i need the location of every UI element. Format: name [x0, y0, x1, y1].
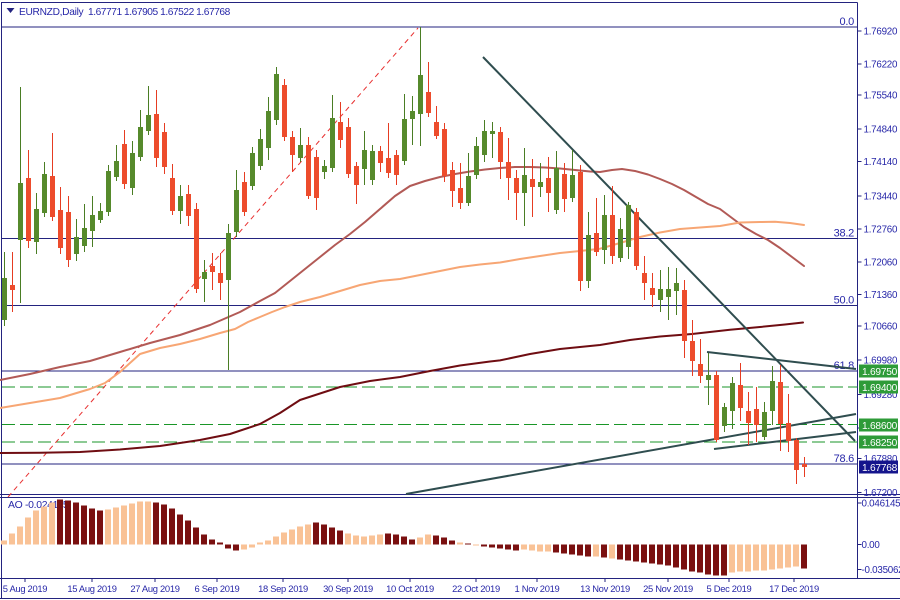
- svg-text:1.76220: 1.76220: [864, 60, 898, 71]
- svg-text:27 Aug 2019: 27 Aug 2019: [130, 583, 179, 594]
- svg-text:1.72760: 1.72760: [864, 225, 898, 236]
- svg-text:1.67771 1.67905 1.67522 1.6776: 1.67771 1.67905 1.67522 1.67768: [88, 7, 231, 18]
- svg-text:1.67200: 1.67200: [864, 488, 898, 499]
- svg-text:5 Aug 2019: 5 Aug 2019: [3, 583, 48, 594]
- svg-text:0.0: 0.0: [839, 16, 854, 28]
- svg-text:1.73440: 1.73440: [864, 192, 898, 203]
- svg-text:1 Nov 2019: 1 Nov 2019: [515, 583, 560, 594]
- svg-text:78.6: 78.6: [834, 453, 855, 465]
- svg-text:1.68600: 1.68600: [862, 421, 898, 432]
- svg-text:1.74840: 1.74840: [864, 125, 898, 136]
- svg-text:0.00: 0.00: [862, 540, 881, 551]
- svg-text:38.2: 38.2: [834, 228, 855, 240]
- svg-text:50.0: 50.0: [834, 295, 855, 307]
- svg-text:1.69400: 1.69400: [862, 383, 898, 394]
- svg-text:1.71360: 1.71360: [864, 290, 898, 301]
- svg-text:1.72060: 1.72060: [864, 258, 898, 269]
- svg-text:6 Sep 2019: 6 Sep 2019: [195, 583, 240, 594]
- svg-text:1.69280: 1.69280: [864, 390, 898, 401]
- svg-text:25 Nov 2019: 25 Nov 2019: [643, 583, 693, 594]
- svg-text:18 Sep 2019: 18 Sep 2019: [258, 583, 308, 594]
- svg-text:1.69750: 1.69750: [862, 367, 898, 378]
- svg-text:1.68250: 1.68250: [862, 438, 898, 449]
- svg-text:1.67768: 1.67768: [862, 463, 898, 474]
- svg-text:15 Aug 2019: 15 Aug 2019: [67, 583, 116, 594]
- svg-text:22 Oct 2019: 22 Oct 2019: [452, 583, 500, 594]
- svg-text:1.70660: 1.70660: [864, 322, 898, 333]
- svg-text:EURNZD,Daily: EURNZD,Daily: [19, 7, 85, 18]
- svg-text:17 Dec 2019: 17 Dec 2019: [769, 583, 819, 594]
- svg-text:30 Sep 2019: 30 Sep 2019: [323, 583, 373, 594]
- svg-text:1.74140: 1.74140: [864, 157, 898, 168]
- svg-text:0.046145: 0.046145: [862, 499, 900, 510]
- svg-text:1.75540: 1.75540: [864, 91, 898, 102]
- svg-text:1.76920: 1.76920: [864, 27, 898, 38]
- svg-text:13 Nov 2019: 13 Nov 2019: [580, 583, 630, 594]
- svg-text:1.67880: 1.67880: [864, 454, 898, 465]
- svg-text:1.69980: 1.69980: [864, 356, 898, 367]
- svg-text:5 Dec 2019: 5 Dec 2019: [707, 583, 752, 594]
- svg-text:10 Oct 2019: 10 Oct 2019: [386, 583, 434, 594]
- svg-text:AO -0.024115: AO -0.024115: [8, 500, 69, 511]
- svg-text:-0.035062: -0.035062: [862, 565, 900, 576]
